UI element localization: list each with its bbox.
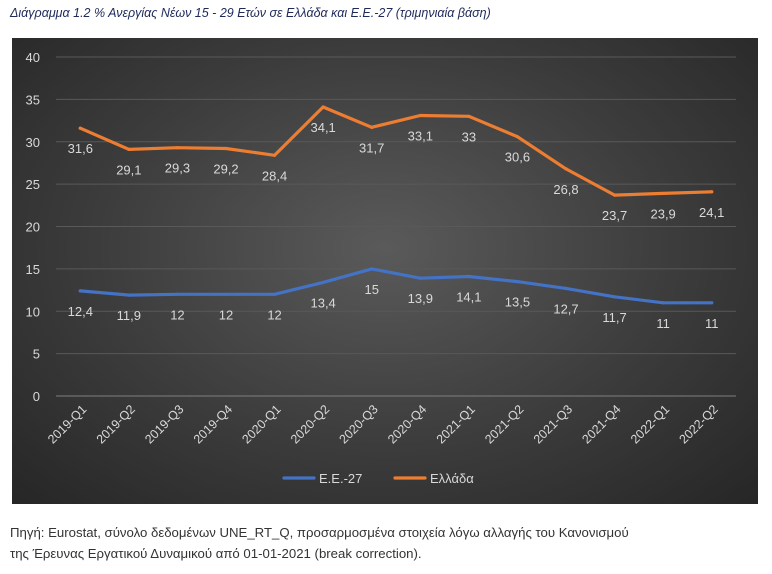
- data-label: 29,3: [165, 161, 190, 176]
- data-point: [612, 295, 617, 299]
- source-line-2: της Έρευνας Εργατικού Δυναμικού από 01-0…: [10, 546, 422, 561]
- y-tick-label: 40: [26, 50, 40, 65]
- data-label: 23,9: [650, 206, 675, 221]
- data-label: 11: [656, 316, 670, 331]
- data-label: 33: [462, 129, 476, 144]
- data-point: [272, 292, 277, 296]
- series-line-greece: [78, 105, 714, 197]
- data-point: [467, 274, 471, 279]
- data-point: [418, 276, 422, 280]
- data-point: [564, 286, 568, 290]
- data-point: [370, 267, 374, 271]
- data-label: 11,7: [602, 310, 626, 325]
- x-tick-label: 2020-Q4: [385, 402, 429, 446]
- x-tick-label: 2022-Q2: [677, 402, 721, 446]
- data-point: [612, 193, 617, 197]
- legend-label: Ελλάδα: [430, 471, 474, 486]
- data-point: [467, 114, 471, 118]
- data-point: [321, 105, 325, 109]
- data-label: 12: [170, 307, 184, 322]
- data-label: 15: [364, 282, 378, 297]
- source-line-1: Πηγή: Eurostat, σύνολο δεδομένων UNE_RT_…: [10, 525, 629, 540]
- unemployment-line-chart: 0 5 10 15 20 25 30 35 40 2019-Q1 2019-Q2 2019-Q3 201…: [26, 50, 736, 486]
- data-point: [127, 293, 131, 297]
- data-label: 13,9: [408, 291, 433, 306]
- data-label: 23,7: [602, 208, 627, 223]
- data-point: [321, 280, 325, 285]
- data-point: [127, 147, 131, 151]
- data-point: [564, 167, 568, 171]
- data-label: 12: [267, 307, 281, 322]
- data-label: 11,9: [117, 308, 141, 323]
- data-label: 31,6: [68, 141, 93, 156]
- chart-caption: Διάγραμμα 1.2 % Ανεργίας Νέων 15 - 29 Ετ…: [10, 6, 491, 20]
- x-tick-label: 2019-Q2: [94, 402, 138, 446]
- y-tick-label: 10: [26, 304, 40, 319]
- data-point: [515, 135, 520, 139]
- y-tick-label: 35: [26, 92, 40, 107]
- data-point: [78, 289, 82, 293]
- x-tick-label: 2020-Q2: [288, 402, 332, 446]
- data-label: 12: [219, 307, 233, 322]
- data-label: 13,5: [505, 295, 530, 310]
- data-label: 12,4: [68, 304, 93, 319]
- y-tick-label: 30: [26, 135, 40, 150]
- data-point: [418, 113, 422, 118]
- x-tick-label: 2021-Q4: [579, 402, 623, 446]
- series-line-eu27: [78, 267, 714, 305]
- y-tick-label: 5: [33, 347, 40, 362]
- data-point: [175, 146, 180, 150]
- data-label: 31,7: [359, 140, 384, 155]
- data-label: 24,1: [699, 205, 724, 220]
- data-label: 14,1: [456, 290, 481, 305]
- y-tick-label: 15: [26, 262, 40, 277]
- data-point: [661, 301, 665, 305]
- y-tick-label: 0: [33, 389, 40, 404]
- data-label: 34,1: [310, 120, 335, 135]
- x-tick-label: 2020-Q3: [337, 402, 381, 446]
- source-note: Πηγή: Eurostat, σύνολο δεδομένων UNE_RT_…: [10, 522, 766, 564]
- legend-label: Ε.Ε.-27: [319, 471, 362, 486]
- x-tick-label: 2022-Q1: [628, 402, 672, 446]
- data-point: [661, 191, 665, 196]
- x-tick-label: 2021-Q2: [482, 402, 526, 446]
- y-tick-label: 20: [26, 220, 40, 235]
- data-label: 11: [705, 316, 719, 331]
- data-label: 12,7: [553, 301, 578, 316]
- x-tick-label: 2019-Q3: [142, 402, 186, 446]
- data-point: [515, 279, 520, 284]
- y-tick-label: 25: [26, 177, 40, 192]
- data-point: [78, 126, 82, 130]
- data-point: [370, 125, 374, 129]
- x-tick-label: 2020-Q1: [239, 402, 283, 446]
- data-point: [710, 190, 714, 194]
- data-point: [175, 292, 180, 296]
- x-tick-label: 2019-Q1: [45, 402, 89, 446]
- x-tick-label: 2021-Q1: [434, 402, 478, 446]
- data-point: [710, 301, 714, 305]
- data-point: [224, 292, 228, 296]
- data-label: 30,6: [505, 150, 530, 165]
- data-label: 33,1: [408, 128, 433, 143]
- data-label: 13,4: [310, 295, 335, 310]
- data-point: [224, 146, 228, 151]
- x-tick-label: 2019-Q4: [191, 402, 235, 446]
- x-tick-label: 2021-Q3: [531, 402, 575, 446]
- chart-panel: 0 5 10 15 20 25 30 35 40 2019-Q1 2019-Q2 2019-Q3 201…: [12, 38, 758, 504]
- data-label: 28,4: [262, 168, 287, 183]
- data-label: 29,1: [116, 162, 141, 177]
- data-label: 29,2: [213, 162, 238, 177]
- data-point: [272, 153, 277, 157]
- data-label: 26,8: [553, 182, 578, 197]
